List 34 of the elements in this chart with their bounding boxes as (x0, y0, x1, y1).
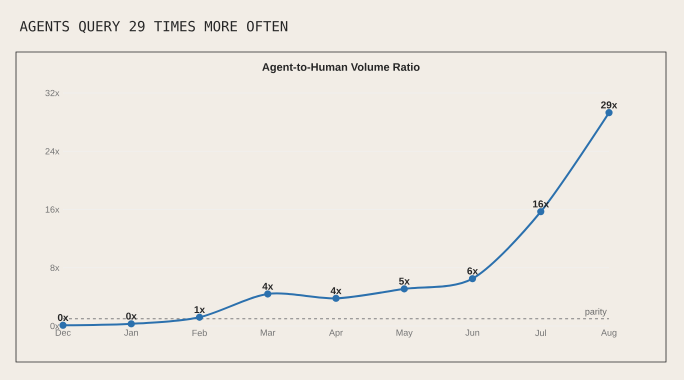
x-tick-label: Jul (535, 330, 546, 336)
data-label: 4x (330, 287, 342, 294)
data-label: 4x (262, 282, 274, 290)
data-label: 0x (126, 312, 137, 320)
point (264, 290, 272, 298)
data-label: 1x (194, 306, 205, 314)
y-tick-label: 8x (50, 264, 60, 271)
data-label: 0x (58, 314, 68, 322)
y-tick-label: 32x (45, 90, 60, 96)
data-label: 5x (399, 278, 410, 285)
x-tick-label: Feb (192, 330, 207, 336)
y-tick-label: 16x (46, 206, 60, 213)
point (332, 294, 340, 302)
point (400, 285, 408, 292)
x-tick-label: Mar (260, 330, 276, 336)
point (605, 109, 613, 116)
data-label: 6x (467, 267, 478, 274)
chart-title: AGENTS QUERY 29 TIMES MORE OFTEN (20, 20, 288, 34)
x-tick-label: Jun (465, 330, 480, 336)
ref-line-label: parity (585, 308, 607, 317)
x-tick-label: Dec (56, 330, 71, 336)
data-label: 29x (601, 101, 618, 108)
y-tick-label: 24x (45, 148, 60, 154)
point (196, 314, 204, 321)
y-tick-label: 0x (50, 322, 60, 330)
x-tick-label: May (396, 330, 413, 338)
chart-subtitle: Agent-to-Human Volume Ratio (262, 62, 420, 74)
x-tick-label: Jan (124, 330, 138, 336)
point (537, 208, 544, 216)
point (468, 275, 476, 282)
x-tick-label: Aug (601, 330, 616, 338)
point (59, 322, 67, 329)
point (128, 320, 135, 328)
x-tick-label: Apr (329, 330, 343, 338)
